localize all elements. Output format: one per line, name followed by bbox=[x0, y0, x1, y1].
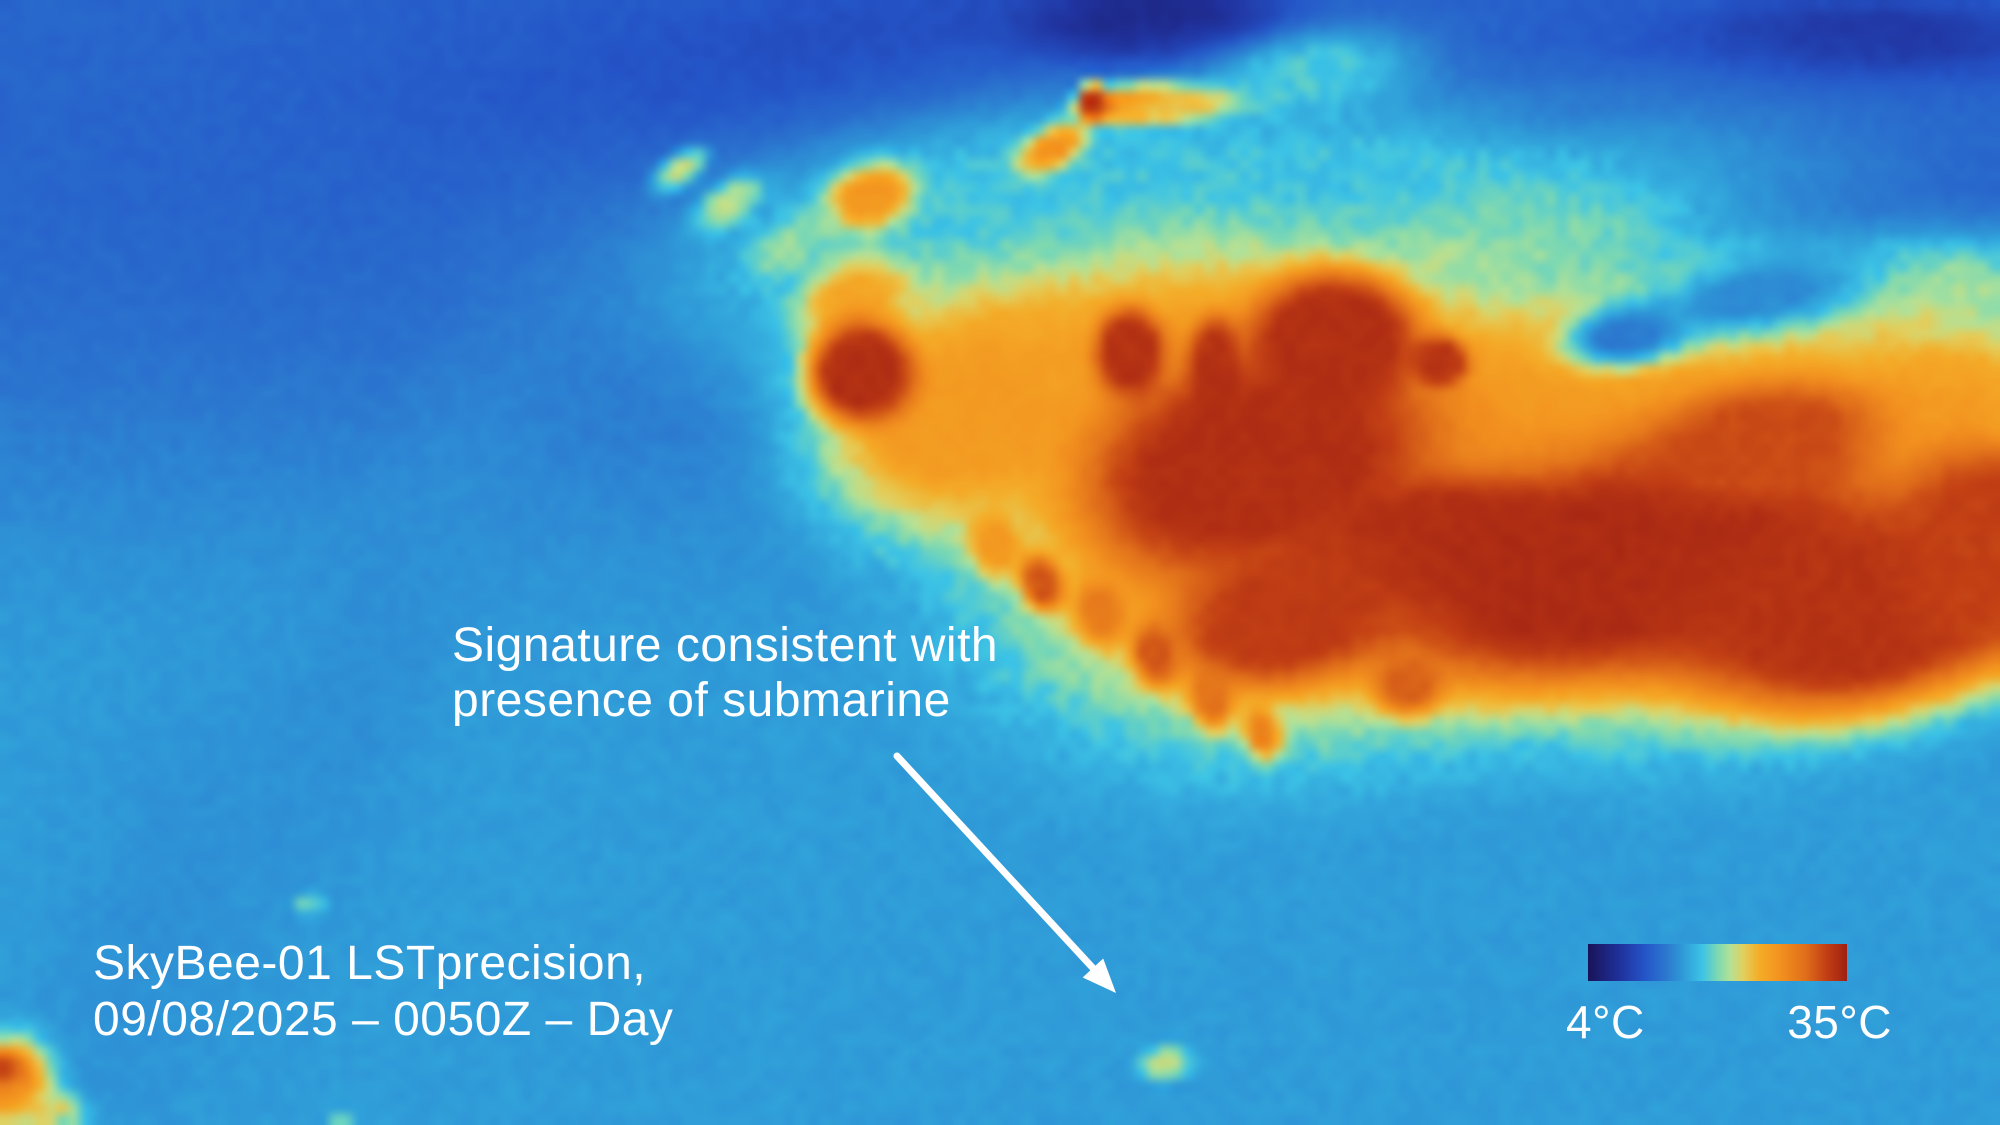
annotation-text-line2: presence of submarine bbox=[452, 674, 951, 727]
legend-min-label: 4°C bbox=[1566, 996, 1645, 1048]
annotation-text: Signature consistent with presence of su… bbox=[452, 618, 998, 728]
credit-line1: SkyBee-01 LSTprecision, bbox=[93, 937, 647, 990]
credit-line2: 09/08/2025 – 0050Z – Day bbox=[93, 993, 674, 1046]
legend-max-label: 35°C bbox=[1787, 996, 1892, 1048]
legend-colorbar bbox=[1588, 944, 1847, 981]
temperature-legend: 4°C 35°C bbox=[1566, 998, 1892, 1046]
capture-credit: SkyBee-01 LSTprecision, 09/08/2025 – 005… bbox=[93, 936, 673, 1048]
annotation-text-line1: Signature consistent with bbox=[452, 619, 999, 672]
